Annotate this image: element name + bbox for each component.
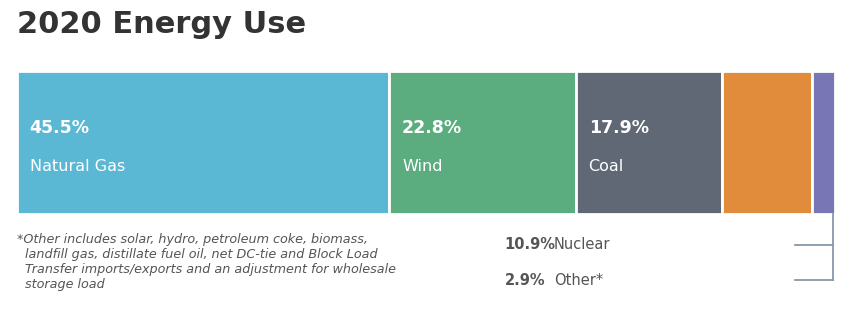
Text: 45.5%: 45.5% bbox=[30, 119, 90, 137]
Text: Natural Gas: Natural Gas bbox=[30, 159, 125, 174]
Text: 17.9%: 17.9% bbox=[589, 119, 649, 137]
Text: Other*: Other* bbox=[554, 273, 603, 288]
Bar bbox=[812, 71, 835, 214]
Text: Nuclear: Nuclear bbox=[554, 237, 611, 252]
Bar bbox=[17, 71, 389, 214]
Bar bbox=[389, 71, 576, 214]
Text: *Other includes solar, hydro, petroleum coke, biomass,
  landfill gas, distillat: *Other includes solar, hydro, petroleum … bbox=[17, 233, 396, 291]
Text: 2020 Energy Use: 2020 Energy Use bbox=[17, 10, 306, 39]
Text: Wind: Wind bbox=[402, 159, 443, 174]
Bar bbox=[576, 71, 722, 214]
Text: 22.8%: 22.8% bbox=[402, 119, 462, 137]
Bar bbox=[722, 71, 812, 214]
Text: 10.9%: 10.9% bbox=[505, 237, 555, 252]
Text: 2.9%: 2.9% bbox=[505, 273, 545, 288]
Text: Coal: Coal bbox=[589, 159, 624, 174]
